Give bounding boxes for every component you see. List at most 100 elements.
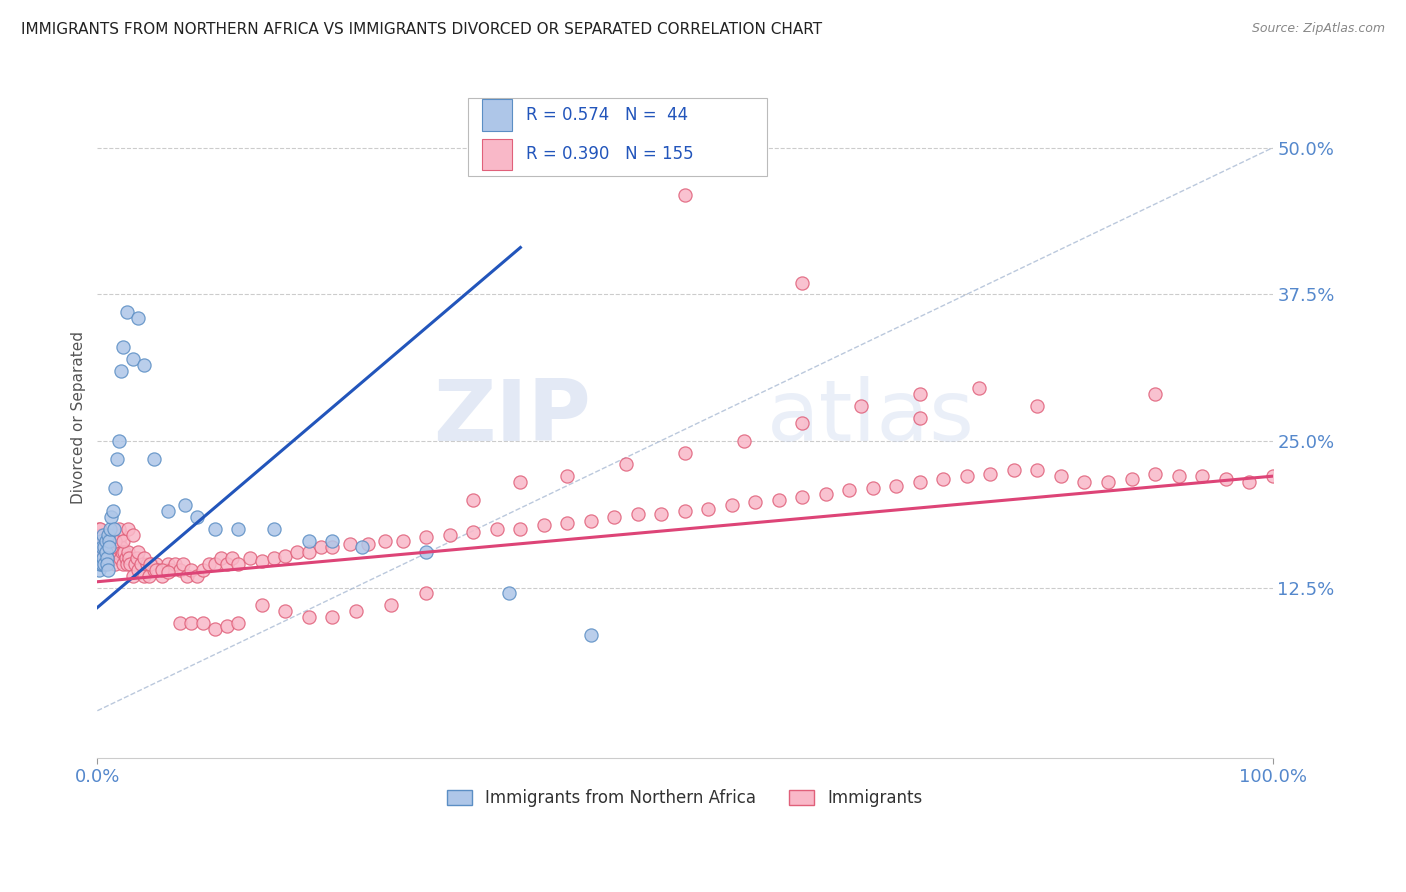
Point	[1261, 469, 1284, 483]
Point	[91, 533, 114, 548]
Text: IMMIGRANTS FROM NORTHERN AFRICA VS IMMIGRANTS DIVORCED OR SEPARATED CORRELATION : IMMIGRANTS FROM NORTHERN AFRICA VS IMMIG…	[21, 22, 823, 37]
Text: Source: ZipAtlas.com: Source: ZipAtlas.com	[1251, 22, 1385, 36]
Point	[121, 528, 143, 542]
Point	[263, 522, 285, 536]
Point	[485, 522, 508, 536]
Point	[209, 551, 232, 566]
Point	[228, 557, 250, 571]
Point	[87, 563, 110, 577]
Point	[321, 533, 343, 548]
Point	[117, 545, 139, 559]
Point	[112, 533, 135, 548]
Point	[908, 387, 931, 401]
Point	[274, 549, 297, 563]
Point	[1002, 463, 1025, 477]
Text: ZIP: ZIP	[433, 376, 591, 459]
Point	[744, 495, 766, 509]
Point	[851, 399, 873, 413]
Point	[91, 551, 114, 566]
Point	[111, 545, 134, 559]
Point	[792, 417, 814, 431]
Point	[127, 310, 149, 325]
Point	[94, 545, 117, 559]
Point	[127, 551, 149, 566]
Point	[94, 533, 117, 548]
Point	[186, 569, 208, 583]
Point	[356, 537, 378, 551]
Point	[1026, 399, 1049, 413]
Point	[579, 514, 602, 528]
Point	[733, 434, 755, 448]
Point	[169, 615, 191, 630]
Point	[191, 615, 214, 630]
Point	[697, 502, 720, 516]
Point	[250, 598, 273, 612]
Point	[374, 533, 396, 548]
Point	[557, 469, 579, 483]
Point	[115, 305, 138, 319]
Point	[155, 563, 177, 577]
Point	[121, 351, 143, 366]
Point	[135, 557, 157, 571]
Point	[98, 545, 121, 559]
Text: R = 0.390   N = 155: R = 0.390 N = 155	[526, 145, 695, 163]
Point	[93, 557, 115, 571]
Point	[180, 563, 202, 577]
Point	[191, 563, 214, 577]
Text: atlas: atlas	[768, 376, 976, 459]
Point	[100, 510, 122, 524]
Point	[498, 586, 520, 600]
Point	[87, 533, 110, 548]
Point	[228, 615, 250, 630]
Point	[215, 557, 238, 571]
Point	[89, 540, 111, 554]
Point	[350, 540, 373, 554]
Point	[97, 551, 120, 566]
Point	[215, 619, 238, 633]
Point	[105, 451, 128, 466]
Point	[1026, 463, 1049, 477]
Point	[204, 622, 226, 636]
Point	[127, 563, 149, 577]
Point	[105, 540, 128, 554]
Point	[91, 540, 114, 554]
Point	[134, 358, 156, 372]
Point	[107, 522, 129, 536]
Point	[91, 540, 114, 554]
Point	[344, 604, 367, 618]
Point	[768, 492, 790, 507]
Point	[91, 545, 114, 559]
Point	[142, 563, 165, 577]
Point	[98, 540, 121, 554]
Point	[134, 569, 156, 583]
Point	[93, 557, 115, 571]
Point	[298, 533, 321, 548]
Point	[107, 533, 129, 548]
Point	[150, 563, 173, 577]
Point	[112, 557, 135, 571]
Point	[97, 563, 120, 577]
Point	[509, 522, 531, 536]
Point	[180, 615, 202, 630]
Point	[112, 545, 135, 559]
Point	[98, 545, 121, 559]
Point	[124, 557, 146, 571]
Point	[967, 381, 990, 395]
Point	[463, 525, 485, 540]
Point	[415, 530, 437, 544]
Point	[104, 557, 127, 571]
Point	[89, 551, 111, 566]
Point	[117, 522, 139, 536]
Point	[100, 540, 122, 554]
Text: R = 0.574   N =  44: R = 0.574 N = 44	[526, 106, 689, 124]
Point	[141, 557, 163, 571]
Point	[156, 504, 179, 518]
Point	[285, 545, 308, 559]
Point	[533, 518, 555, 533]
Point	[169, 563, 191, 577]
Point	[93, 540, 115, 554]
Point	[228, 522, 250, 536]
Point	[1191, 469, 1213, 483]
Point	[1050, 469, 1073, 483]
Point	[90, 545, 112, 559]
